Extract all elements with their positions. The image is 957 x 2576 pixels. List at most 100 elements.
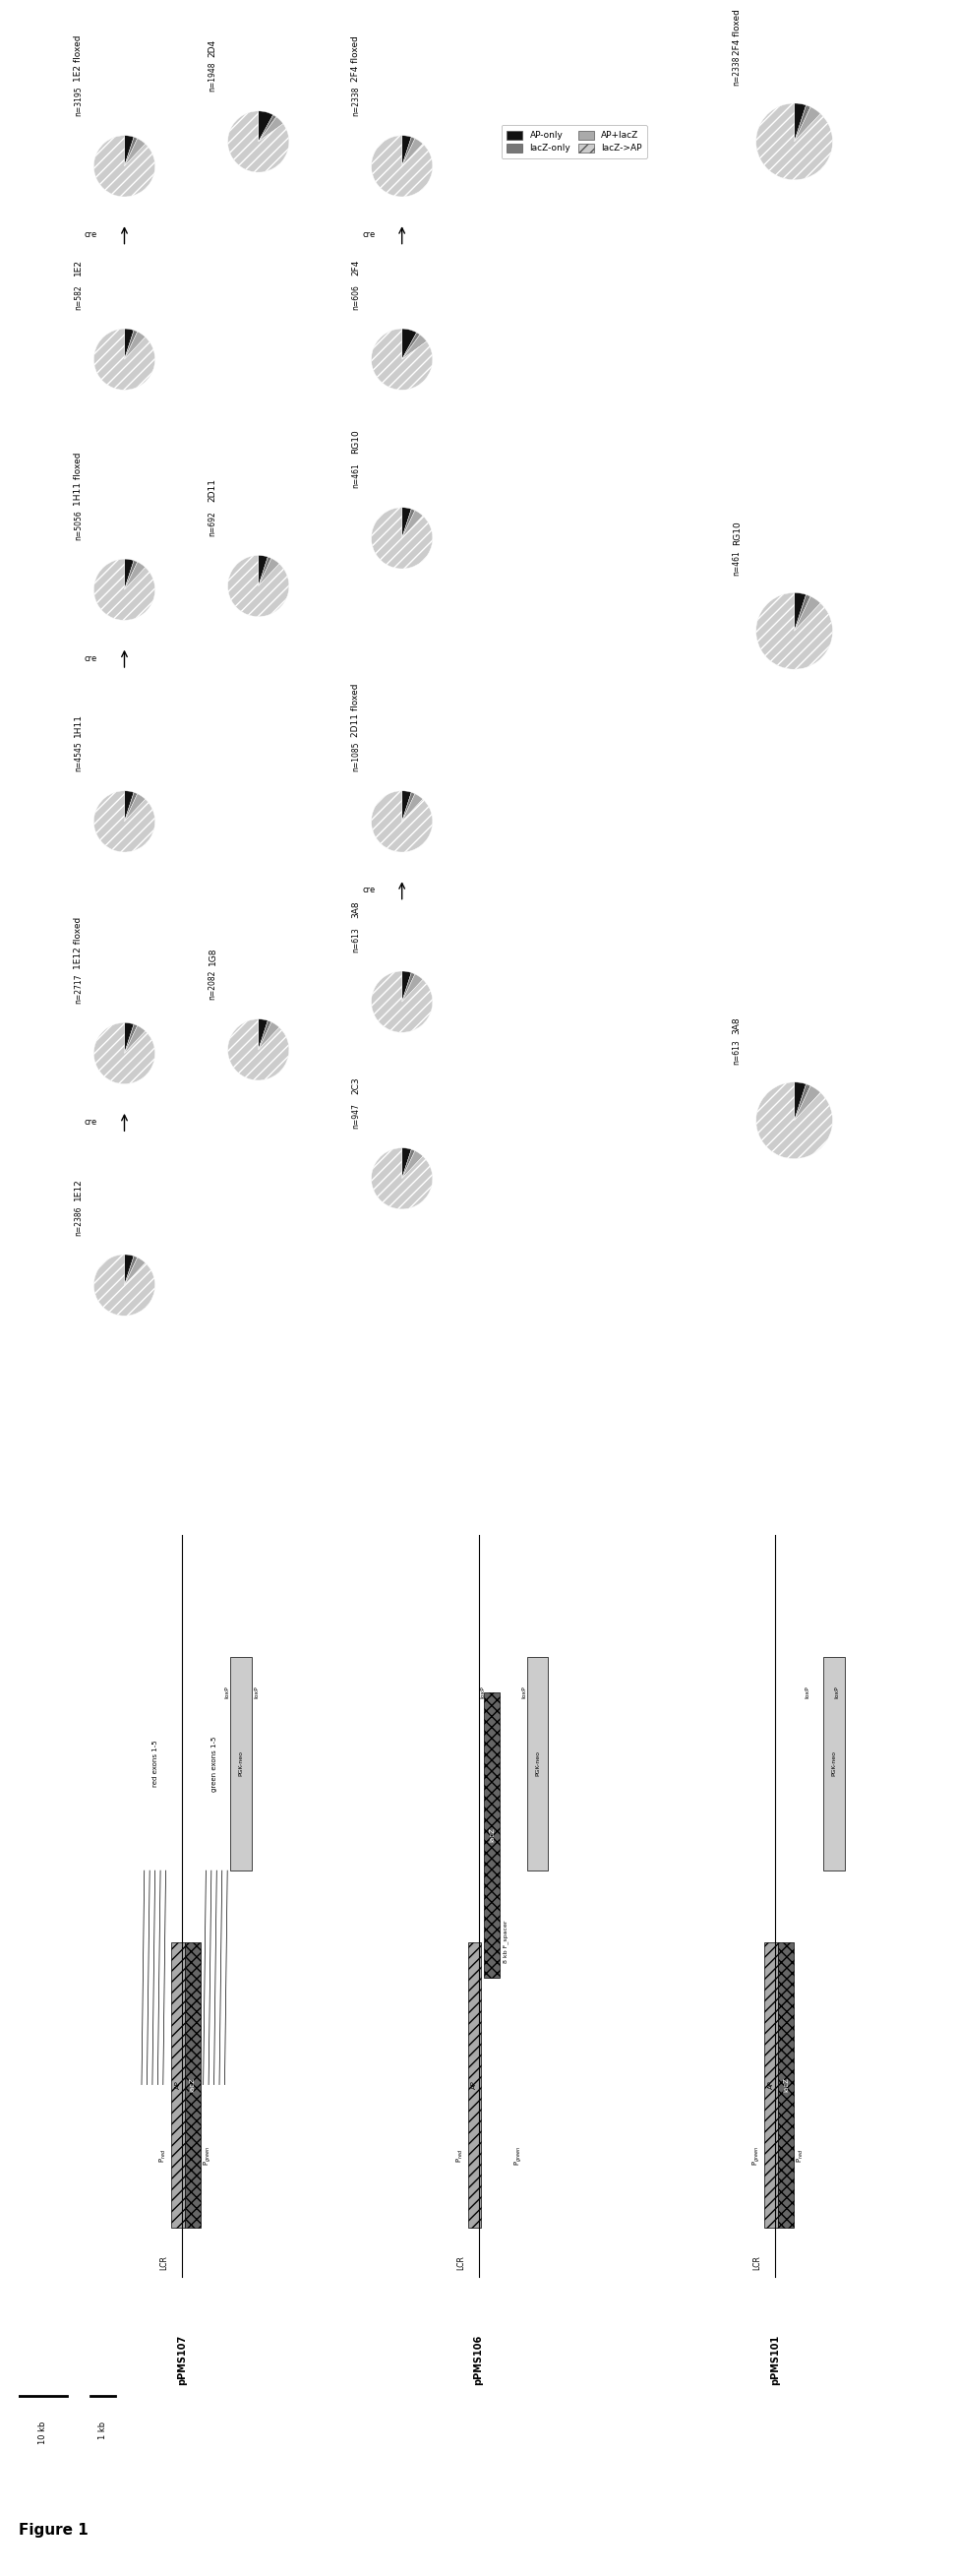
Wedge shape <box>402 791 412 822</box>
Wedge shape <box>794 103 806 142</box>
Wedge shape <box>124 332 145 361</box>
Wedge shape <box>124 137 138 167</box>
Text: lacZ: lacZ <box>489 1826 495 1842</box>
Text: n=2717: n=2717 <box>74 974 83 1005</box>
Text: AP: AP <box>472 2081 478 2089</box>
Text: LCR: LCR <box>753 2257 762 2269</box>
Text: 1H11 floxed: 1H11 floxed <box>74 451 83 505</box>
Wedge shape <box>258 111 273 142</box>
Text: loxP: loxP <box>480 1685 485 1698</box>
Text: n=613: n=613 <box>351 927 361 953</box>
Wedge shape <box>402 510 423 538</box>
Wedge shape <box>794 1082 806 1121</box>
Wedge shape <box>94 791 155 853</box>
Bar <box>823 1656 845 1870</box>
Bar <box>778 1942 794 2228</box>
Text: 2F4 floxed: 2F4 floxed <box>732 10 742 57</box>
Text: green exons 1-5: green exons 1-5 <box>211 1736 217 1790</box>
Text: loxP: loxP <box>805 1685 810 1698</box>
Wedge shape <box>402 793 423 822</box>
Text: P$_{red}$: P$_{red}$ <box>795 2148 805 2164</box>
Wedge shape <box>228 556 289 616</box>
Wedge shape <box>402 137 415 167</box>
Text: 2D11 floxed: 2D11 floxed <box>351 683 361 737</box>
Wedge shape <box>124 793 145 822</box>
Wedge shape <box>124 139 145 167</box>
Wedge shape <box>371 971 433 1033</box>
Text: 10 kb: 10 kb <box>38 2421 48 2445</box>
Wedge shape <box>402 974 423 1002</box>
Text: n=606: n=606 <box>351 283 361 309</box>
Text: pPMS107: pPMS107 <box>177 2334 187 2385</box>
Text: 1H11: 1H11 <box>74 714 83 737</box>
Text: n=5056: n=5056 <box>74 510 83 541</box>
Text: AP: AP <box>175 2081 181 2089</box>
Text: n=692: n=692 <box>208 510 217 536</box>
Text: 2F4: 2F4 <box>351 260 361 276</box>
Bar <box>230 1656 252 1870</box>
Text: LCR: LCR <box>456 2257 465 2269</box>
Wedge shape <box>794 108 820 142</box>
Wedge shape <box>94 1255 155 1316</box>
Wedge shape <box>258 556 272 585</box>
Wedge shape <box>258 556 268 585</box>
Wedge shape <box>794 106 811 142</box>
Text: cre: cre <box>84 1118 98 1126</box>
Wedge shape <box>756 1082 833 1159</box>
Text: n=3195: n=3195 <box>74 85 83 116</box>
Wedge shape <box>794 595 811 631</box>
Text: n=613: n=613 <box>732 1041 742 1064</box>
Wedge shape <box>402 507 412 538</box>
Text: P$_{green}$: P$_{green}$ <box>202 2146 213 2166</box>
Wedge shape <box>228 1020 289 1079</box>
Wedge shape <box>402 971 412 1002</box>
Text: n=2338: n=2338 <box>732 57 742 85</box>
Wedge shape <box>258 1020 268 1051</box>
Wedge shape <box>124 562 145 590</box>
Wedge shape <box>124 562 138 590</box>
Text: loxP: loxP <box>255 1685 259 1698</box>
Wedge shape <box>228 111 289 173</box>
Text: 1E2 floxed: 1E2 floxed <box>74 36 83 82</box>
Text: PGK-neo: PGK-neo <box>535 1752 540 1777</box>
Wedge shape <box>794 1087 820 1121</box>
Wedge shape <box>124 1255 134 1285</box>
Wedge shape <box>124 330 134 361</box>
Text: 1G8: 1G8 <box>208 948 217 966</box>
Text: RG10: RG10 <box>732 520 742 546</box>
Text: n=2082: n=2082 <box>208 971 217 999</box>
Wedge shape <box>124 1257 138 1285</box>
Text: AP: AP <box>768 2081 774 2089</box>
Text: n=461: n=461 <box>351 464 361 489</box>
Wedge shape <box>402 1151 423 1180</box>
Wedge shape <box>124 559 134 590</box>
Wedge shape <box>371 1149 433 1208</box>
Text: Figure 1: Figure 1 <box>19 2522 89 2537</box>
Wedge shape <box>94 330 155 389</box>
Wedge shape <box>124 137 134 167</box>
Text: n=582: n=582 <box>74 283 83 309</box>
Text: 2C3: 2C3 <box>351 1077 361 1095</box>
Wedge shape <box>402 335 427 361</box>
Text: n=1948: n=1948 <box>208 62 217 93</box>
Text: lacZ: lacZ <box>783 2076 789 2092</box>
Wedge shape <box>402 330 416 361</box>
Text: loxP: loxP <box>522 1685 526 1698</box>
Text: pPMS101: pPMS101 <box>770 2334 780 2385</box>
Wedge shape <box>402 793 415 822</box>
Text: 1E12 floxed: 1E12 floxed <box>74 917 83 969</box>
Text: n=2386: n=2386 <box>74 1206 83 1236</box>
Wedge shape <box>124 330 138 361</box>
Wedge shape <box>94 559 155 621</box>
Text: PGK-neo: PGK-neo <box>238 1752 243 1777</box>
Wedge shape <box>258 559 279 585</box>
Text: 1E12: 1E12 <box>74 1180 83 1200</box>
Wedge shape <box>402 332 420 361</box>
Legend: AP-only, lacZ-only, AP+lacZ, lacZ->AP: AP-only, lacZ-only, AP+lacZ, lacZ->AP <box>501 126 647 157</box>
Wedge shape <box>402 510 415 538</box>
Wedge shape <box>258 1020 272 1051</box>
Wedge shape <box>371 137 433 196</box>
Bar <box>185 1942 201 2228</box>
Text: 3A8: 3A8 <box>732 1018 742 1036</box>
Wedge shape <box>258 116 277 142</box>
